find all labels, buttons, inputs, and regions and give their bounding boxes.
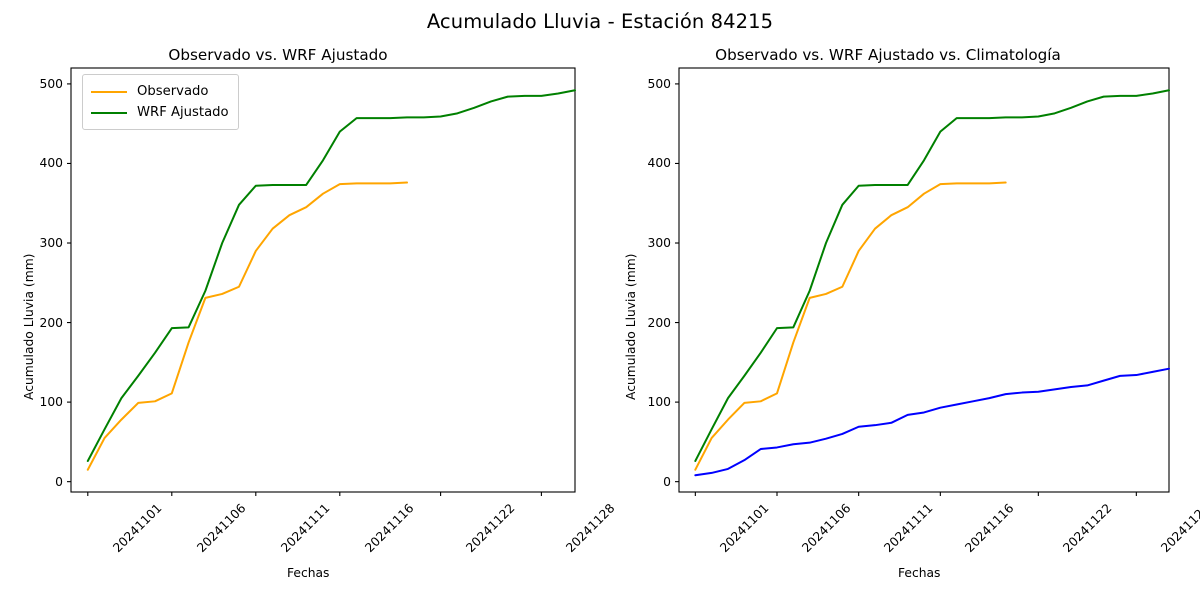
chart-panel-left: Observado vs. WRF Ajustado Acumulado Llu… [22, 46, 618, 580]
panel-left-title: Observado vs. WRF Ajustado [168, 46, 388, 64]
legend-color-swatch [91, 90, 127, 93]
legend-entry[interactable]: WRF Ajustado [91, 102, 229, 123]
y-axis-tick-label: 100 [647, 395, 671, 410]
y-axis-tick-label: 0 [55, 474, 63, 489]
y-axis-tick-label: 300 [39, 236, 63, 250]
y-axis-tick-label: 400 [39, 156, 63, 171]
panel-right-xlabel: Fechas [898, 566, 941, 580]
y-axis-tick-label: 500 [39, 76, 63, 91]
y-axis-tick-label: 0 [663, 474, 671, 489]
legend-entry-label: Observado [137, 83, 209, 99]
y-axis-tick-label: 500 [647, 76, 671, 91]
legend-entry-label: WRF Ajustado [137, 104, 229, 120]
y-axis-tick-label: 300 [647, 236, 671, 250]
y-axis-tick-label: 200 [647, 315, 671, 330]
panel-left-xlabel: Fechas [287, 566, 330, 580]
panel-right-title: Observado vs. WRF Ajustado vs. Climatolo… [715, 46, 1061, 64]
chart-panel-right: Observado vs. WRF Ajustado vs. Climatolo… [600, 0, 1200, 600]
legend-color-swatch [91, 111, 127, 114]
panel-right-plot-area [675, 67, 1170, 496]
figure-suptitle: Acumulado Lluvia - Estación 84215 [426, 10, 774, 33]
panel-left-legend: Observado WRF Ajustado [82, 74, 239, 130]
y-axis-tick-label: 200 [39, 315, 63, 330]
panel-left-plot-area [67, 67, 576, 496]
y-axis-tick-label: 400 [647, 156, 671, 171]
legend-entry[interactable]: Observado [91, 81, 229, 102]
y-axis-tick-label: 100 [39, 395, 63, 410]
